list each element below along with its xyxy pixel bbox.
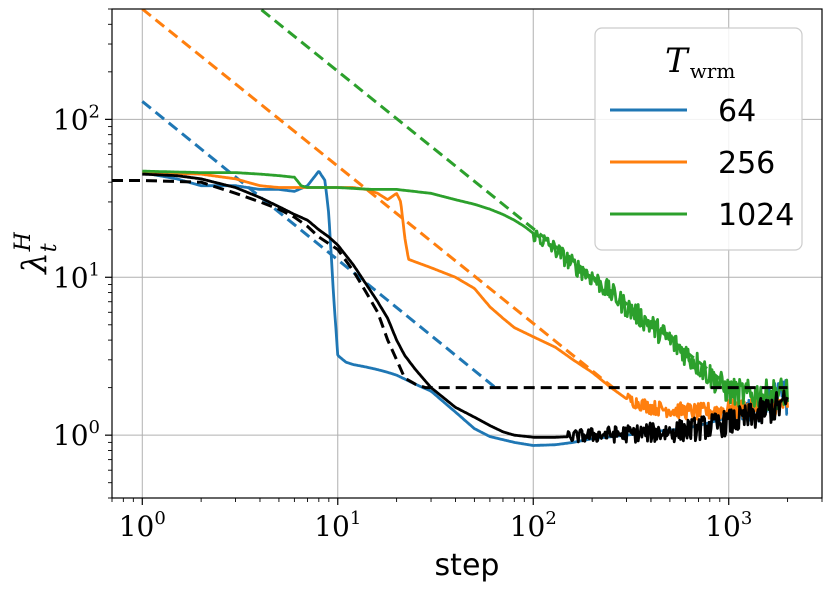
axis-ticks: 100 101 102 103 100 101 102 [53, 8, 823, 543]
series-line-black-solid-6 [141, 172, 789, 444]
series-line-256-solid-2 [141, 171, 789, 421]
plot-frame [111, 8, 823, 499]
series-line-black-dashed-7 [112, 179, 788, 390]
x-tick-label: 103 [705, 508, 752, 543]
series-line-1024-dashed-5 [258, 9, 732, 389]
series-line-256-dashed-3 [141, 9, 615, 389]
y-axis-label-sup: H [11, 231, 36, 252]
x-tick-label: 102 [510, 508, 557, 543]
series-layer [112, 9, 789, 447]
y-axis-label: λtH [11, 231, 62, 275]
legend-label-1024: 1024 [718, 198, 794, 233]
x-tick-label: 101 [314, 508, 361, 543]
x-axis-label: step [435, 548, 500, 583]
legend-title-main: T [665, 41, 690, 81]
y-axis-label-sub: t [37, 243, 62, 252]
svg-text:λtH: λtH [11, 231, 62, 275]
y-tick-label: 100 [53, 417, 100, 452]
legend-title-sub: wrm [690, 59, 736, 83]
y-axis-label-symbol: λ [15, 252, 55, 276]
legend-label-64: 64 [718, 94, 756, 129]
legend-frame [594, 27, 803, 251]
y-tick-label: 102 [53, 101, 100, 136]
series-line-64-dashed-1 [141, 100, 497, 389]
y-tick-label: 101 [53, 259, 100, 294]
legend-label-256: 256 [718, 146, 775, 181]
x-tick-label: 100 [119, 508, 166, 543]
legend-entries: 64 256 1024 [610, 94, 794, 233]
